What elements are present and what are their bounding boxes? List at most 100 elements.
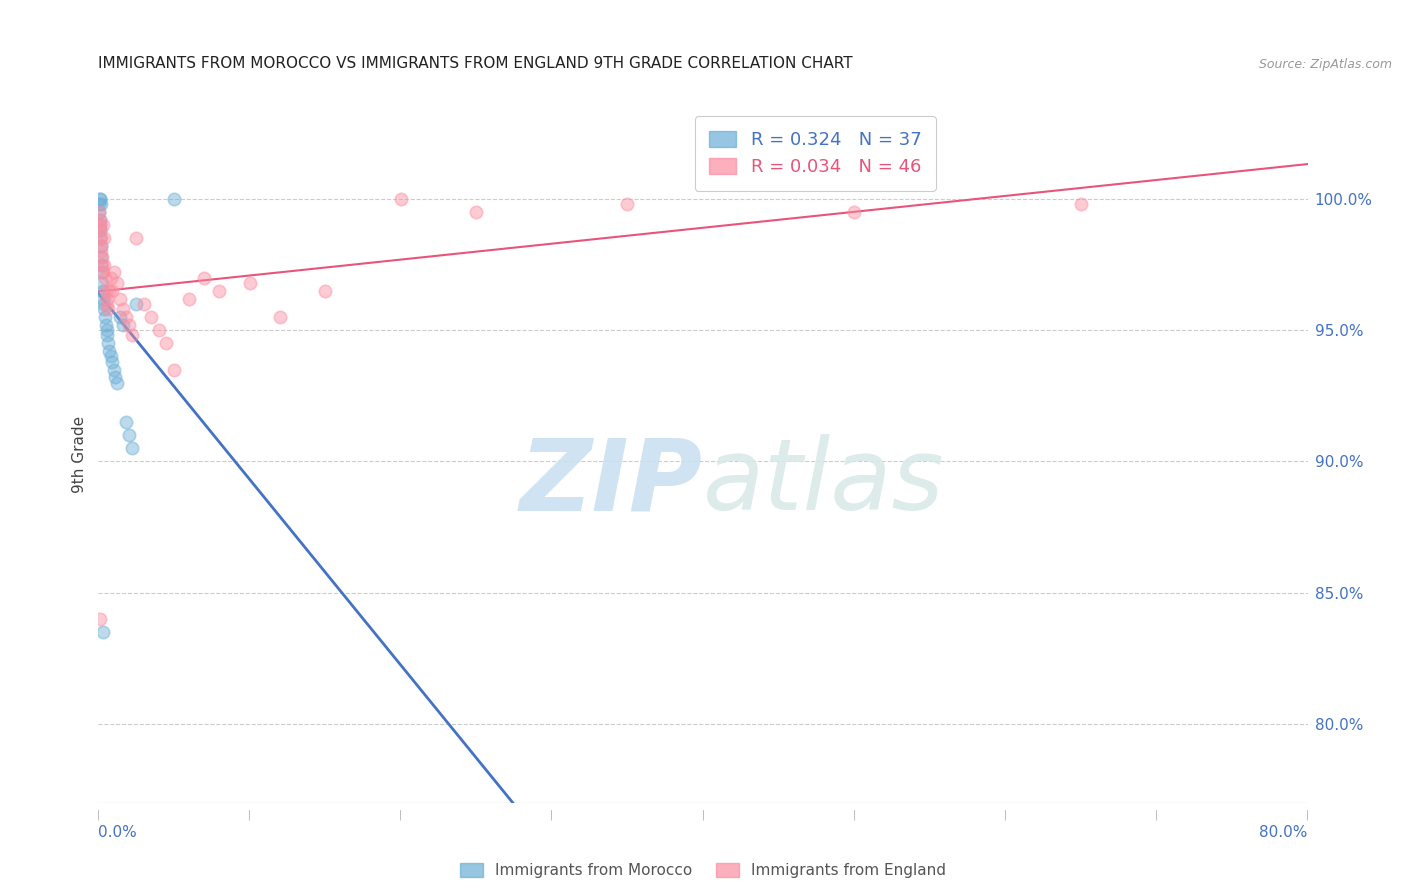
- Point: [90, 231, 112, 245]
- Point: [101, 355, 124, 369]
- Point: [89, 205, 111, 219]
- Text: |: |: [399, 810, 402, 821]
- Point: [844, 205, 866, 219]
- Text: |: |: [1004, 810, 1007, 821]
- Legend: Immigrants from Morocco, Immigrants from England: Immigrants from Morocco, Immigrants from…: [453, 855, 953, 886]
- Text: atlas: atlas: [703, 434, 945, 532]
- Point: [91, 276, 114, 290]
- Point: [208, 284, 231, 298]
- Point: [103, 362, 125, 376]
- Point: [118, 318, 141, 332]
- Point: [96, 297, 118, 311]
- Text: 80.0%: 80.0%: [1260, 825, 1308, 840]
- Text: 0.0%: 0.0%: [98, 825, 138, 840]
- Point: [89, 218, 111, 232]
- Y-axis label: 9th Grade: 9th Grade: [72, 417, 87, 493]
- Point: [90, 250, 112, 264]
- Point: [98, 284, 121, 298]
- Point: [121, 442, 143, 456]
- Point: [103, 265, 125, 279]
- Point: [89, 197, 111, 211]
- Point: [93, 297, 115, 311]
- Point: [89, 218, 111, 232]
- Point: [101, 284, 124, 298]
- Point: [97, 336, 120, 351]
- Point: [90, 258, 112, 272]
- Point: [90, 244, 112, 259]
- Point: [90, 250, 112, 264]
- Point: [96, 323, 118, 337]
- Point: [89, 205, 111, 219]
- Point: [193, 270, 215, 285]
- Point: [93, 258, 115, 272]
- Text: |: |: [550, 810, 554, 821]
- Point: [132, 297, 155, 311]
- Point: [269, 310, 291, 324]
- Point: [91, 258, 114, 272]
- Point: [89, 213, 111, 227]
- Point: [108, 292, 131, 306]
- Point: [98, 344, 121, 359]
- Point: [118, 428, 141, 442]
- Text: |: |: [702, 810, 704, 821]
- Point: [125, 297, 148, 311]
- Point: [465, 205, 488, 219]
- Point: [91, 625, 114, 640]
- Point: [100, 270, 122, 285]
- Point: [114, 415, 136, 429]
- Point: [104, 370, 127, 384]
- Point: [89, 223, 111, 237]
- Point: [89, 231, 111, 245]
- Point: [89, 223, 111, 237]
- Point: [90, 197, 112, 211]
- Point: [94, 310, 117, 324]
- Point: [105, 376, 128, 390]
- Point: [89, 612, 111, 626]
- Text: |: |: [1154, 810, 1159, 821]
- Point: [179, 292, 201, 306]
- Point: [93, 302, 115, 317]
- Point: [1070, 197, 1092, 211]
- Point: [121, 328, 143, 343]
- Point: [94, 318, 117, 332]
- Text: |: |: [97, 810, 100, 821]
- Point: [163, 362, 186, 376]
- Text: |: |: [247, 810, 252, 821]
- Point: [155, 336, 177, 351]
- Point: [90, 265, 112, 279]
- Point: [105, 276, 128, 290]
- Point: [96, 328, 118, 343]
- Point: [141, 310, 163, 324]
- Text: IMMIGRANTS FROM MOROCCO VS IMMIGRANTS FROM ENGLAND 9TH GRADE CORRELATION CHART: IMMIGRANTS FROM MOROCCO VS IMMIGRANTS FR…: [98, 56, 853, 71]
- Point: [616, 197, 638, 211]
- Text: |: |: [1306, 810, 1309, 821]
- Point: [96, 292, 118, 306]
- Text: |: |: [852, 810, 856, 821]
- Point: [90, 239, 112, 253]
- Point: [389, 192, 412, 206]
- Point: [93, 231, 115, 245]
- Text: Source: ZipAtlas.com: Source: ZipAtlas.com: [1258, 58, 1392, 71]
- Point: [91, 284, 114, 298]
- Point: [94, 270, 117, 285]
- Point: [148, 323, 170, 337]
- Point: [91, 265, 114, 279]
- Point: [239, 276, 262, 290]
- Point: [94, 284, 117, 298]
- Point: [100, 350, 122, 364]
- Point: [111, 318, 134, 332]
- Point: [89, 213, 111, 227]
- Point: [111, 302, 134, 317]
- Point: [91, 218, 114, 232]
- Point: [314, 284, 336, 298]
- Point: [108, 310, 131, 324]
- Point: [97, 302, 120, 317]
- Point: [91, 292, 114, 306]
- Point: [89, 192, 111, 206]
- Point: [90, 239, 112, 253]
- Point: [114, 310, 136, 324]
- Point: [163, 192, 186, 206]
- Point: [125, 231, 148, 245]
- Text: ZIP: ZIP: [520, 434, 703, 532]
- Point: [89, 192, 111, 206]
